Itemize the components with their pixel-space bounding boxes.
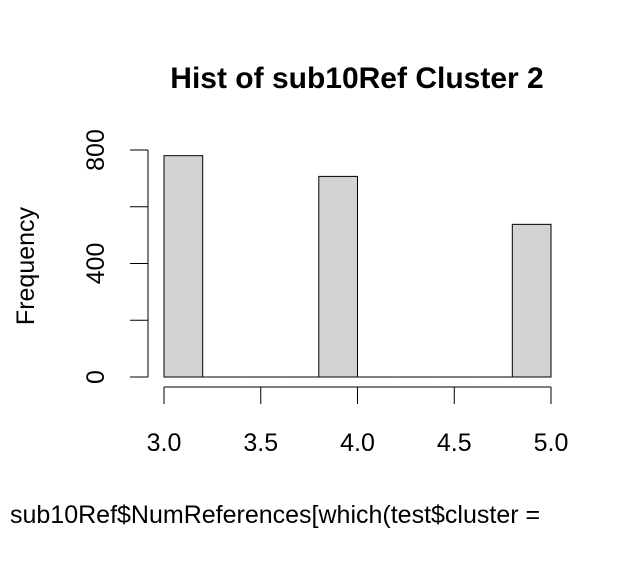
x-tick-label: 4.0 (340, 429, 375, 457)
x-axis-label: sub10Ref$NumReferences[which(test$cluste… (10, 501, 540, 529)
histogram-bar (163, 155, 204, 378)
y-tick-label: 800 (82, 129, 110, 171)
x-tick-label: 3.5 (243, 429, 278, 457)
histogram-bar (318, 175, 358, 378)
y-tick-label: 400 (82, 243, 110, 285)
y-tick-label: 0 (82, 370, 110, 384)
x-tick-label: 3.0 (147, 429, 182, 457)
y-axis-label: Frequency (12, 206, 40, 325)
histogram-bar (511, 223, 552, 378)
x-tick-label: 5.0 (534, 429, 569, 457)
x-tick-label: 4.5 (437, 429, 472, 457)
y-axis: 0 400 800 (82, 129, 149, 384)
chart-title: Hist of sub10Ref Cluster 2 (170, 62, 543, 95)
x-axis: 3.0 3.5 4.0 4.5 5.0 (147, 386, 569, 457)
bars-group (163, 155, 552, 378)
